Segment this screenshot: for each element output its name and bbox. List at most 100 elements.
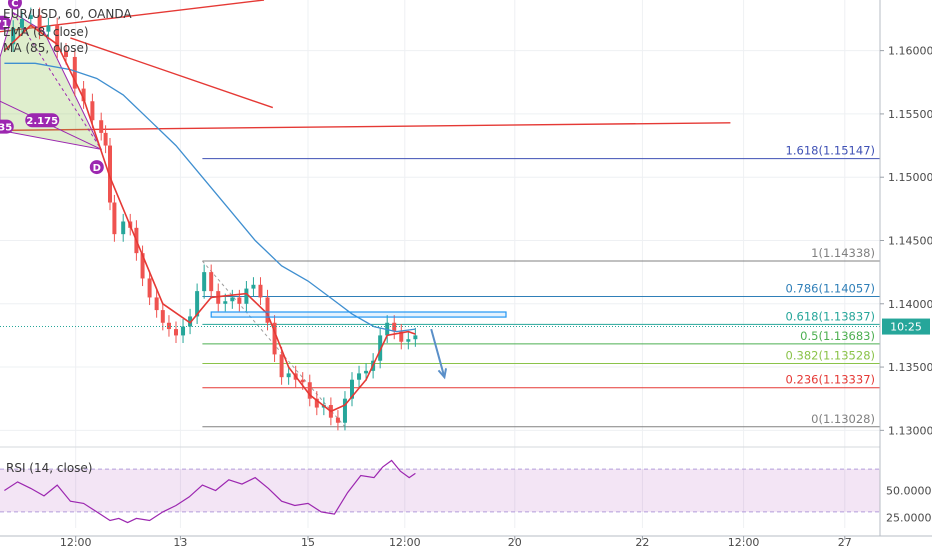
candle-body	[112, 202, 117, 235]
candle-body	[314, 398, 319, 408]
symbol-legend: EUR/USD, 60, OANDA	[3, 7, 132, 21]
trend-lines[interactable]	[0, 0, 731, 132]
pattern-point-label: 635	[0, 123, 12, 134]
candle-body	[251, 284, 256, 289]
candle-body	[160, 310, 165, 323]
candle-body	[28, 15, 33, 19]
price-tick-label: 1.13000	[888, 424, 932, 437]
candle-body	[357, 373, 362, 380]
price-tick-label: 1.16000	[888, 45, 932, 58]
pattern-point-badge	[0, 15, 11, 30]
candle-body	[154, 297, 159, 311]
price-tick-label: 1.15000	[888, 171, 932, 184]
candle-body	[335, 417, 340, 423]
trend-line	[0, 122, 731, 132]
candle-body	[307, 382, 312, 399]
candle-body	[279, 354, 284, 378]
trend-line	[0, 0, 265, 33]
candlestick-series	[11, 7, 418, 431]
candle-body	[37, 15, 42, 32]
candle-body	[230, 297, 235, 302]
rsi-band	[0, 469, 880, 512]
rsi-pane	[0, 446, 880, 524]
ma85-line	[4, 62, 416, 333]
candle-body	[237, 297, 242, 304]
time-tick-label: 22	[635, 536, 649, 549]
candle-body	[188, 316, 193, 327]
candle-body	[90, 101, 95, 121]
fib-level-label: 0.618(1.13837)	[786, 309, 875, 323]
candle-body	[99, 120, 104, 133]
candle-body	[181, 326, 186, 336]
current-price-badge	[882, 318, 930, 335]
pattern-point-label: 2.175	[26, 116, 58, 127]
candle-body	[258, 284, 263, 298]
candle-body	[46, 25, 51, 32]
time-tick-label: 12:00	[389, 536, 421, 549]
price-tick-label: 1.14500	[888, 234, 932, 247]
price-tick-label: 1.14000	[888, 298, 932, 311]
candle-body	[265, 297, 270, 323]
candle-body	[350, 379, 354, 399]
fib-level-label: 1(1.14338)	[811, 246, 875, 260]
candle-body	[399, 331, 404, 342]
time-tick-label: 12:00	[728, 536, 760, 549]
ema8-line	[3, 24, 416, 413]
time-tick-label: 13	[173, 536, 187, 549]
candle-body	[364, 370, 369, 374]
rsi-legend: RSI (14, close)	[6, 461, 93, 475]
pattern-point-label: D	[93, 163, 101, 174]
candle-body	[202, 272, 207, 292]
candle-body	[103, 132, 108, 146]
candle-body	[72, 56, 77, 89]
candle-body	[286, 373, 291, 378]
pattern-point-badge	[7, 0, 22, 10]
ma85-series	[4, 62, 416, 333]
candle-body	[378, 335, 383, 361]
time-tick-label: 27	[838, 536, 852, 549]
candle-body	[55, 25, 60, 51]
rsi-line	[4, 459, 416, 524]
pattern-point-badge	[25, 113, 60, 128]
fib-level-label: 0.5(1.13683)	[800, 329, 875, 343]
candle-body	[20, 18, 24, 28]
time-tick-label: 20	[508, 536, 522, 549]
candle-body	[11, 27, 16, 45]
time-tick-label: 12:00	[60, 536, 92, 549]
candle-body	[108, 145, 112, 203]
fib-level-label: 0.382(1.13528)	[786, 349, 875, 363]
candle-body	[413, 335, 418, 340]
fib-level-label: 1.618(1.15147)	[786, 144, 875, 158]
fib-level-label: 0(1.13028)	[811, 412, 875, 426]
ema8-series	[3, 24, 416, 413]
fibonacci-retracement[interactable]: 1.618(1.15147) 1(1.14338) 0.786(1.14057) 0.…	[202, 144, 880, 428]
pattern-point-label: 71	[0, 19, 9, 30]
candle-body	[223, 301, 228, 304]
fib-level-label: 0.236(1.13337)	[786, 373, 875, 387]
trend-line	[70, 37, 274, 109]
forecast-arrow[interactable]	[430, 328, 448, 380]
ma-legend: MA (85, close)	[3, 41, 89, 55]
candle-body	[209, 272, 214, 292]
candle-body	[272, 322, 277, 355]
candle-body	[195, 291, 200, 317]
current-price-label: 10:25	[890, 321, 922, 334]
candle-body	[140, 253, 145, 279]
price-tick-label: 1.15500	[888, 108, 932, 121]
candle-body	[121, 221, 126, 235]
rsi-tick-label: 50.0000	[886, 485, 932, 498]
rsi-tick-label: 25.0000	[886, 511, 932, 524]
candle-body	[147, 278, 152, 298]
forecast-arrow-shaft	[430, 328, 446, 378]
harmonic-pattern[interactable]: C71 635 2.175 D	[0, 0, 104, 175]
candle-body	[300, 379, 305, 383]
candle-body	[81, 88, 86, 102]
forecast-arrow-head	[437, 368, 448, 380]
candle-body	[342, 398, 347, 423]
candle-body	[406, 339, 411, 342]
fib-level-label: 0.786(1.14057)	[786, 282, 875, 296]
supply-zone-box[interactable]	[210, 311, 507, 318]
